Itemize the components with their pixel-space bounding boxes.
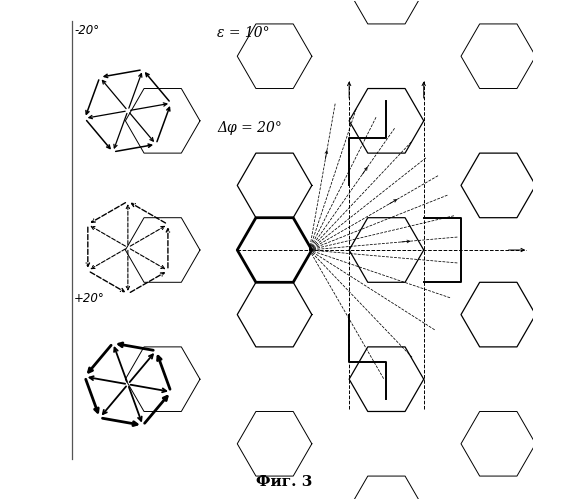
Text: Δφ = 20°: Δφ = 20° (217, 120, 282, 134)
Text: ε = 10°: ε = 10° (217, 26, 270, 40)
Text: +20°: +20° (74, 292, 105, 306)
Text: -20°: -20° (74, 24, 100, 37)
Text: Фиг. 3: Фиг. 3 (256, 474, 313, 488)
